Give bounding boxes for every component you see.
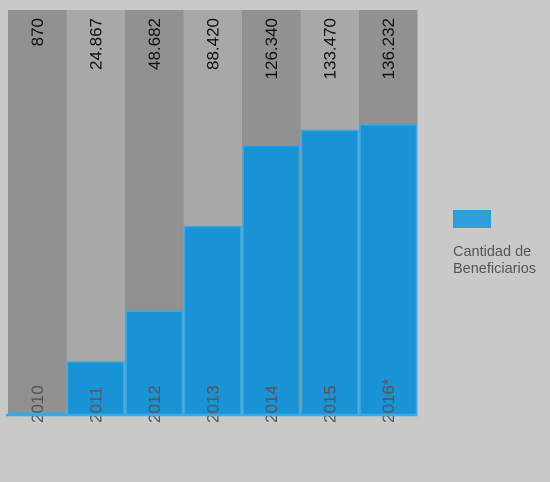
x-tick-label: 2010: [28, 385, 47, 423]
value-label: 24.867: [86, 18, 105, 70]
x-tick-label: 2012: [145, 385, 164, 423]
value-label: 48.682: [145, 18, 164, 70]
bar: [359, 123, 418, 416]
x-tick-label: 2016*: [379, 378, 398, 423]
value-label: 88.420: [203, 18, 222, 70]
bar: [125, 310, 184, 416]
legend-label: Cantidad de Beneficiarios: [453, 244, 537, 277]
bar: [66, 361, 125, 416]
value-label: 136.232: [379, 18, 398, 79]
column-band: [8, 10, 67, 415]
x-tick-label: 2013: [203, 385, 222, 423]
bar: [242, 144, 301, 416]
x-tick-label: 2015: [320, 385, 339, 423]
legend: Cantidad de Beneficiarios: [453, 210, 550, 278]
column-band: [66, 10, 125, 415]
bar: [300, 129, 359, 416]
value-label: 126.340: [262, 18, 281, 79]
x-tick-label: 2011: [86, 386, 105, 423]
legend-swatch: [453, 210, 491, 228]
x-tick-label: 2014: [262, 385, 281, 423]
value-label: 870: [28, 18, 47, 46]
value-label: 133.470: [320, 18, 339, 79]
